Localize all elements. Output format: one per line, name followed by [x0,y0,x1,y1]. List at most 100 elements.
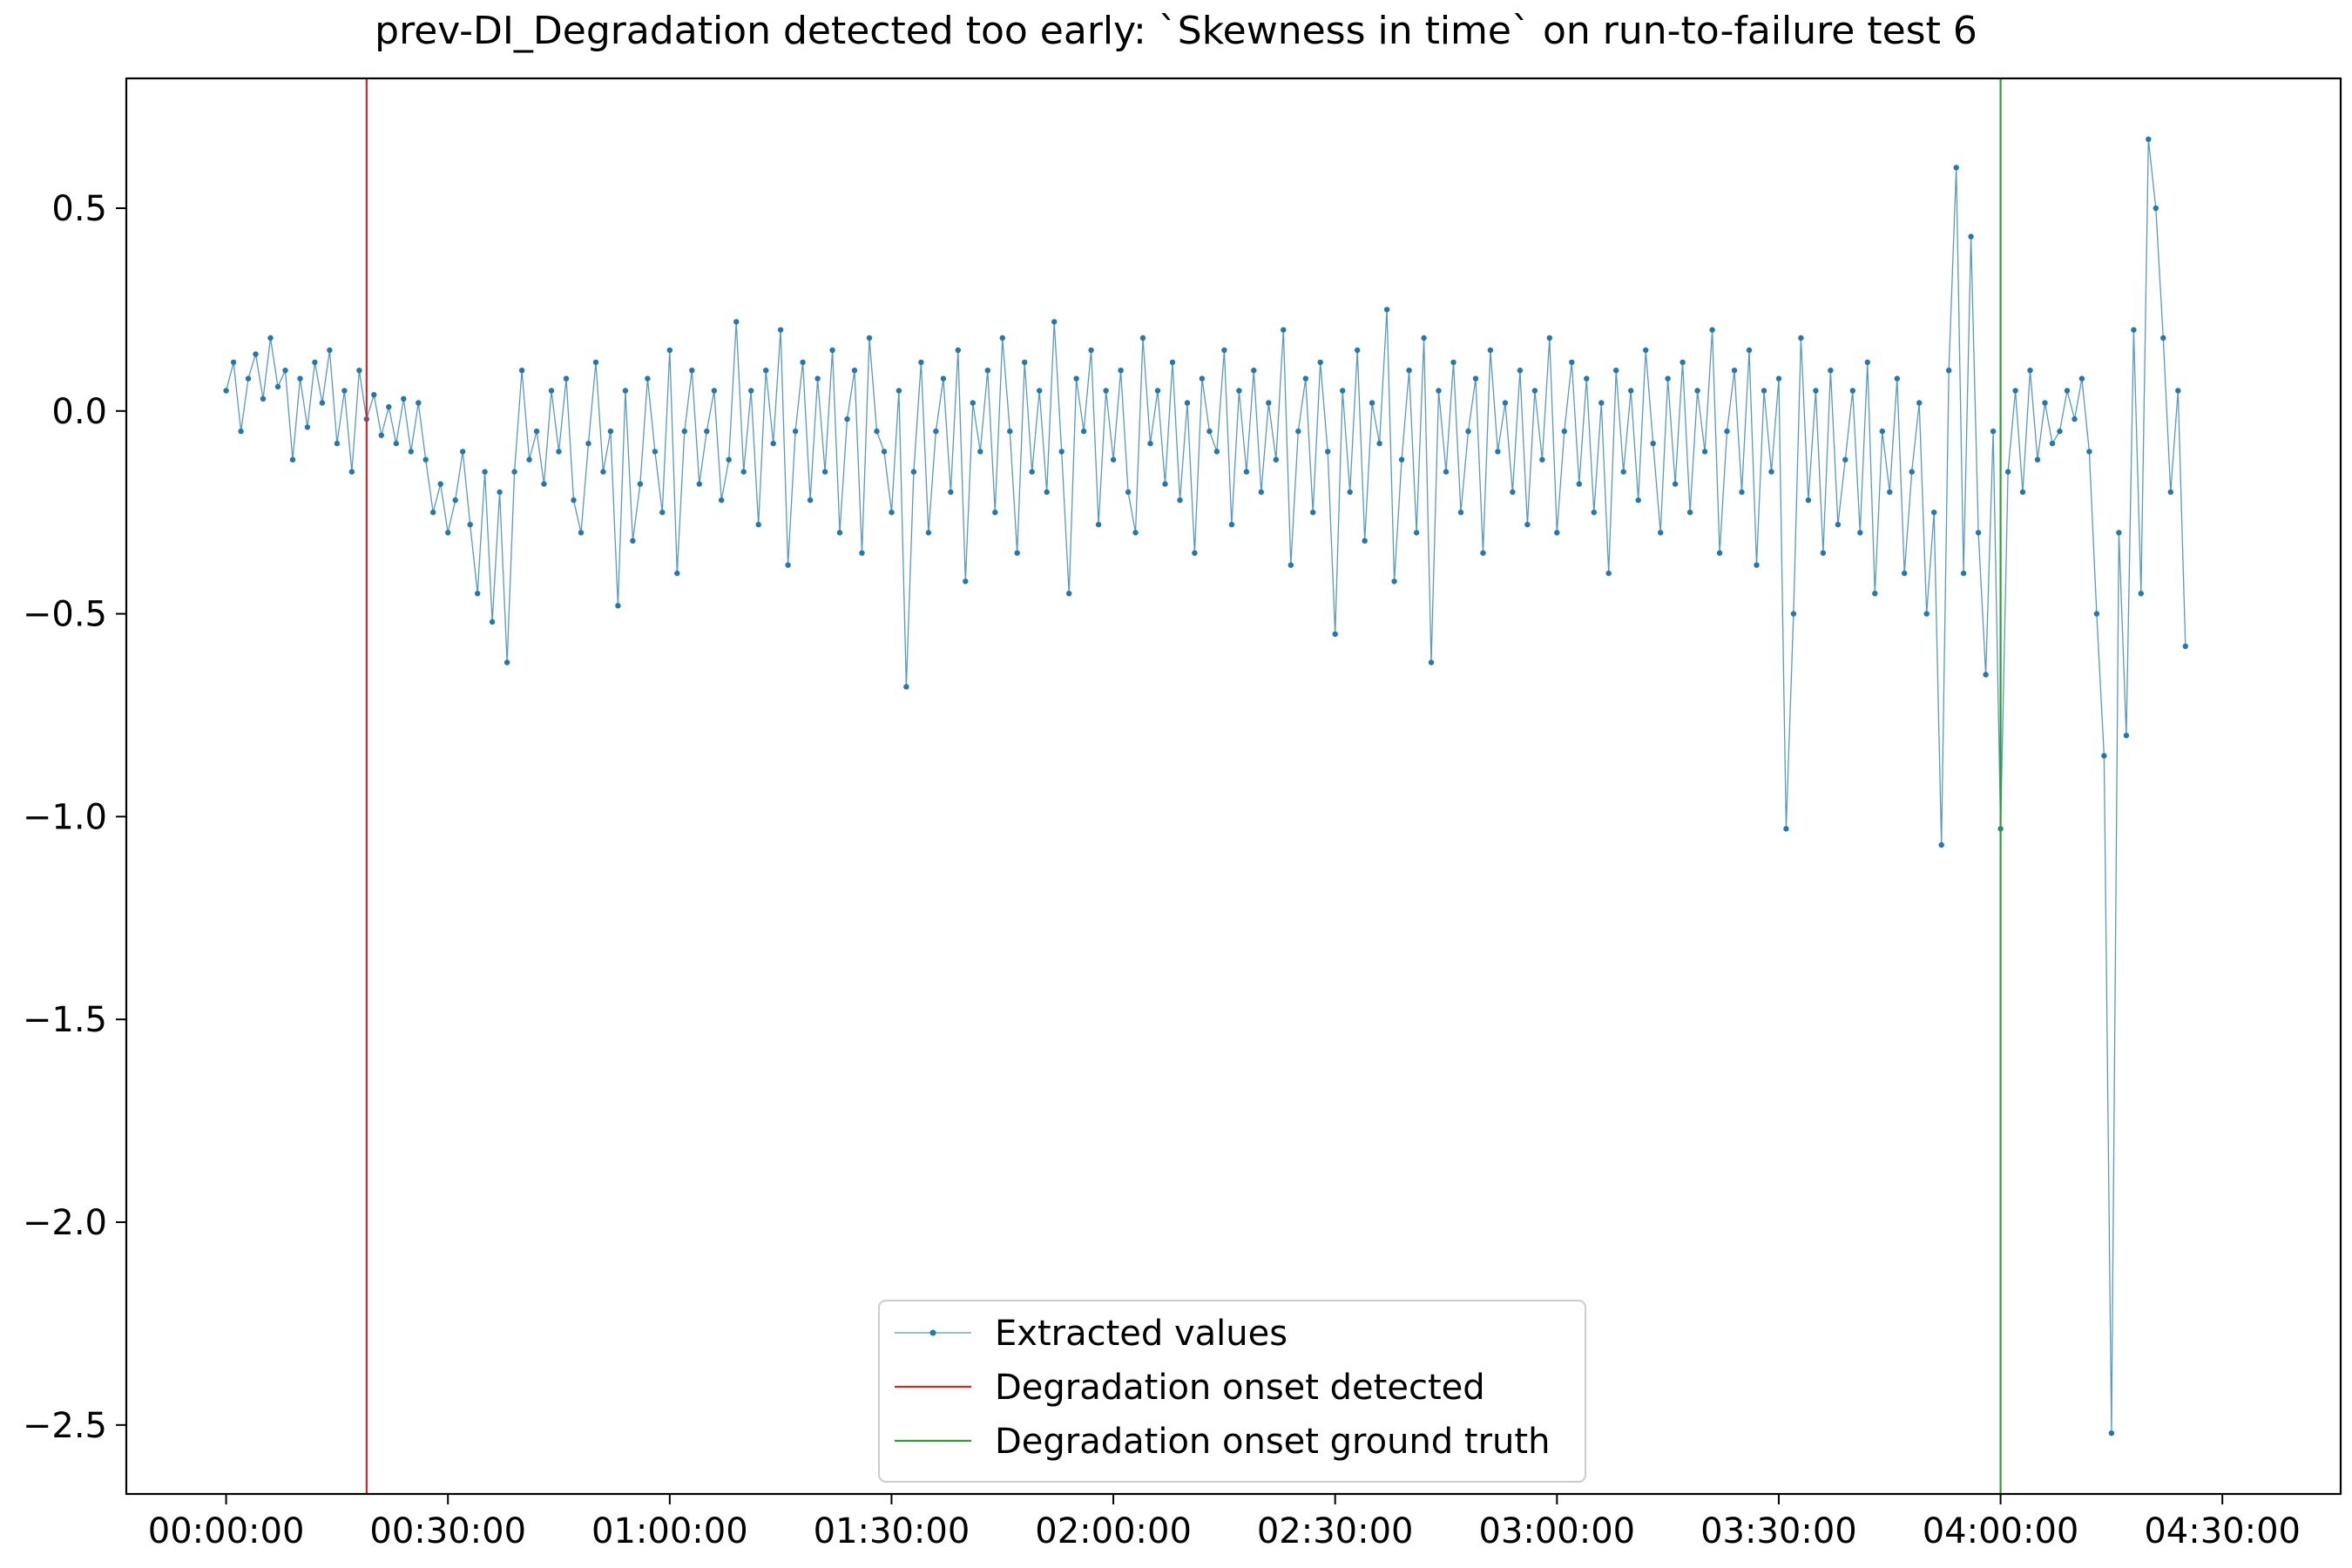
data-point [1228,522,1235,528]
x-tick-label: 02:30:00 [1257,1511,1414,1551]
data-point [548,388,555,394]
axes-frame [125,77,2342,1496]
data-point [836,530,843,536]
data-point [719,497,725,504]
data-point [1643,347,1649,354]
data-point [1095,522,1102,528]
data-point [341,388,348,394]
data-point [1857,530,1863,536]
data-point [2123,733,2130,739]
data-point [327,347,333,354]
data-point [348,469,355,475]
data-point [881,449,888,455]
data-point [1569,359,1575,366]
data-point [312,359,318,366]
data-point [430,510,436,516]
data-point [2042,400,2048,406]
data-point [1531,388,1538,394]
legend-label-degradation-onset-ground-truth: Degradation onset ground truth [995,1422,1550,1462]
data-point [1295,428,1301,435]
data-point [1236,388,1242,394]
data-point [1613,368,1619,374]
data-point [600,469,606,475]
x-tick-label: 02:00:00 [1035,1511,1192,1551]
y-tick-label: −1.0 [23,797,107,837]
data-point [1561,428,1568,435]
data-point [903,684,909,690]
data-point [1139,335,1146,341]
data-point [1584,375,1590,382]
y-tick-label: −1.5 [23,1000,107,1040]
data-point [2064,388,2071,394]
data-point [2027,368,2033,374]
data-point [1864,359,1870,366]
y-tick-label: 0.0 [51,392,107,432]
y-tick-label: 0.5 [51,189,107,229]
data-point [1391,578,1397,585]
data-point [445,530,451,536]
data-point [829,347,835,354]
data-point [1546,335,1553,341]
data-point [1591,510,1598,516]
data-point [489,618,496,625]
data-point [1554,530,1560,536]
data-point [696,481,702,487]
data-point [800,359,806,366]
data-point [1258,489,1265,496]
data-point [393,440,399,447]
data-point [1620,469,1626,475]
data-point [1975,530,1982,536]
data-point [2078,375,2085,382]
data-point [1672,481,1679,487]
data-point [1724,428,1730,435]
data-point [1716,550,1723,556]
series-line [225,139,2186,1434]
x-tick-label: 01:00:00 [591,1511,748,1551]
data-point [1132,530,1139,536]
data-point [1332,631,1338,638]
chart-title: prev-DI_Degradation detected too early: … [375,9,1977,53]
data-point [659,510,666,516]
data-point [497,489,503,496]
data-point [1923,611,1930,617]
data-point [2101,753,2107,759]
data-point [1022,359,1028,366]
data-point [726,456,732,463]
data-point [1073,375,1079,382]
data-point [556,449,562,455]
data-point [1192,550,1198,556]
data-point [1147,440,1153,447]
data-point [230,359,237,366]
data-point [933,428,939,435]
data-point [755,522,761,528]
data-point [1628,388,1634,394]
data-point [1650,440,1656,447]
data-point [282,368,288,374]
data-point [533,428,540,435]
data-point [452,497,458,504]
data-point [807,497,814,504]
data-point [1273,456,1280,463]
data-point [2131,327,2137,333]
data-point [571,497,577,504]
data-point [630,537,636,544]
data-point [482,469,488,475]
data-point [1251,368,1257,374]
data-point [1480,550,1486,556]
data-point [334,440,341,447]
x-tick-label: 00:00:00 [148,1511,305,1551]
data-point [1849,388,1855,394]
data-point [2093,611,2100,617]
data-point [792,428,799,435]
data-point [674,570,680,577]
data-point [1310,510,1316,516]
y-tick-label: −2.0 [23,1203,107,1243]
data-point [386,403,392,410]
data-point [1701,449,1708,455]
data-point [2167,489,2173,496]
data-point [1325,449,1331,455]
data-point [1754,562,1760,568]
data-point [2116,530,2122,536]
y-tick-label: −2.5 [23,1406,107,1446]
data-point [1243,469,1250,475]
